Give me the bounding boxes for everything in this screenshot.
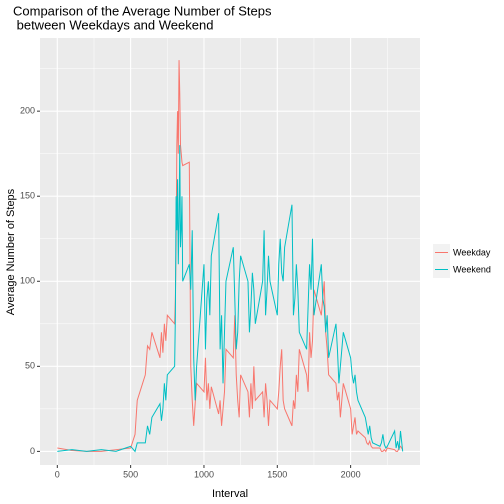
panel [40,38,420,465]
y-tick-label: 0 [30,446,35,456]
y-tick-label: 150 [20,191,35,201]
x-tick-label: 2000 [341,469,361,479]
y-tick-label: 50 [25,361,35,371]
x-tick-label: 500 [123,469,138,479]
x-axis-title: Interval [212,488,248,500]
legend-label: Weekday [453,247,491,257]
y-axis-title: Average Number of Steps [5,188,17,315]
x-tick-label: 0 [55,469,60,479]
chart-title: between Weekdays and Weekend [13,17,213,32]
series-line [57,145,404,453]
y-tick-label: 100 [20,276,35,286]
legend-label: Weekend [453,264,491,274]
y-tick-label: 200 [20,106,35,116]
x-tick-label: 1500 [267,469,287,479]
x-tick-label: 1000 [194,469,214,479]
chart-title: Comparison of the Average Number of Step… [13,3,272,18]
